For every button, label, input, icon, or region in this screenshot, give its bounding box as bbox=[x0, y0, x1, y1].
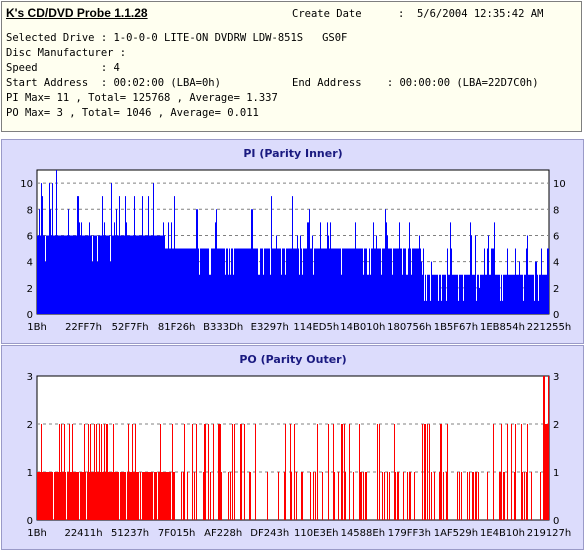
y-tick-left: 0 bbox=[27, 310, 33, 321]
chart-title: PO (Parity Outer) bbox=[239, 353, 346, 366]
y-tick-left: 0 bbox=[27, 516, 33, 527]
x-tick-label: 22411h bbox=[64, 528, 102, 539]
x-tick-label: 110E3Eh bbox=[294, 528, 338, 539]
bars bbox=[37, 170, 549, 314]
bars bbox=[37, 376, 549, 520]
x-tick-label: B333Dh bbox=[203, 322, 243, 333]
create-date-label: Create Date bbox=[292, 8, 362, 20]
pi-summary: PI Max= 11 , Total= 125768 , Average= 1.… bbox=[6, 92, 278, 104]
y-tick-right: 3 bbox=[553, 372, 559, 383]
y-tick-right: 2 bbox=[553, 284, 559, 295]
y-tick-right: 2 bbox=[553, 420, 559, 431]
po-chart: PO (Parity Outer) 0 0 1 1 2 2 3 3 1Bh 22411h 51237h… bbox=[27, 353, 572, 539]
create-date-value: : 5/6/2004 12:35:42 AM bbox=[398, 8, 544, 20]
x-tick-label: 1Bh bbox=[27, 322, 47, 333]
x-tick-label: 1E4B10h bbox=[480, 528, 525, 539]
y-tick-left: 10 bbox=[20, 179, 33, 190]
x-tick-label: 180756h bbox=[387, 322, 432, 333]
y-tick-left: 4 bbox=[27, 258, 33, 269]
disc-manufacturer: Disc Manufacturer : bbox=[6, 47, 127, 59]
pi-chart: PI (Parity Inner) 0 0 2 2 4 4 6 6 8 8 10 10 1Bh 22FF7h… bbox=[20, 147, 572, 333]
x-tick-label: DF243h bbox=[250, 528, 289, 539]
x-tick-label: 1B5F67h bbox=[434, 322, 478, 333]
y-tick-right: 1 bbox=[553, 468, 559, 479]
x-tick-label: 114ED5h bbox=[293, 322, 339, 333]
x-tick-label: E3297h bbox=[251, 322, 289, 333]
y-tick-left: 6 bbox=[27, 231, 33, 242]
speed: Speed : 4 bbox=[6, 62, 120, 74]
x-tick-label: 1Bh bbox=[27, 528, 47, 539]
x-tick-label: 7F015h bbox=[158, 528, 196, 539]
start-address: Start Address : 00:02:00 (LBA=0h) bbox=[6, 77, 221, 89]
x-tick-label: 1EB854h bbox=[480, 322, 525, 333]
x-tick-label: 81F26h bbox=[158, 322, 196, 333]
y-tick-left: 2 bbox=[27, 284, 33, 295]
x-tick-label: 179FF3h bbox=[388, 528, 431, 539]
y-tick-left: 2 bbox=[27, 420, 33, 431]
y-tick-right: 0 bbox=[553, 310, 559, 321]
po-summary: PO Max= 3 , Total= 1046 , Average= 0.011 bbox=[6, 107, 259, 119]
y-tick-right: 4 bbox=[553, 258, 559, 269]
pi-chart-panel: PI (Parity Inner) 0 0 2 2 4 4 6 6 8 8 10 10 1Bh 22FF7h… bbox=[1, 139, 584, 344]
x-tick-label: 1AF529h bbox=[434, 528, 478, 539]
po-chart-panel: PO (Parity Outer) 0 0 1 1 2 2 3 3 1Bh 22411h 51237h… bbox=[1, 345, 584, 550]
x-tick-label: AF228h bbox=[204, 528, 242, 539]
x-tick-label: 219127h bbox=[527, 528, 572, 539]
y-tick-left: 8 bbox=[27, 205, 33, 216]
y-tick-left: 3 bbox=[27, 372, 33, 383]
y-tick-right: 6 bbox=[553, 231, 559, 242]
x-tick-label: 14B010h bbox=[340, 322, 385, 333]
y-tick-right: 0 bbox=[553, 516, 559, 527]
x-tick-label: 52F7Fh bbox=[112, 322, 149, 333]
info-panel: K's CD/DVD Probe 1.1.28 Create Date : 5/… bbox=[1, 1, 582, 132]
app-title: K's CD/DVD Probe 1.1.28 bbox=[6, 6, 148, 20]
y-tick-right: 10 bbox=[553, 179, 566, 190]
x-tick-label: 51237h bbox=[111, 528, 149, 539]
y-tick-left: 1 bbox=[27, 468, 33, 479]
end-address: End Address : 00:00:00 (LBA=22D7C0h) bbox=[292, 77, 539, 89]
x-tick-label: 22FF7h bbox=[65, 322, 102, 333]
y-tick-right: 8 bbox=[553, 205, 559, 216]
selected-drive: Selected Drive : 1-0-0-0 LITE-ON DVDRW L… bbox=[6, 32, 348, 44]
chart-title: PI (Parity Inner) bbox=[243, 147, 342, 160]
x-tick-label: 221255h bbox=[527, 322, 572, 333]
x-tick-label: 14588Eh bbox=[341, 528, 385, 539]
